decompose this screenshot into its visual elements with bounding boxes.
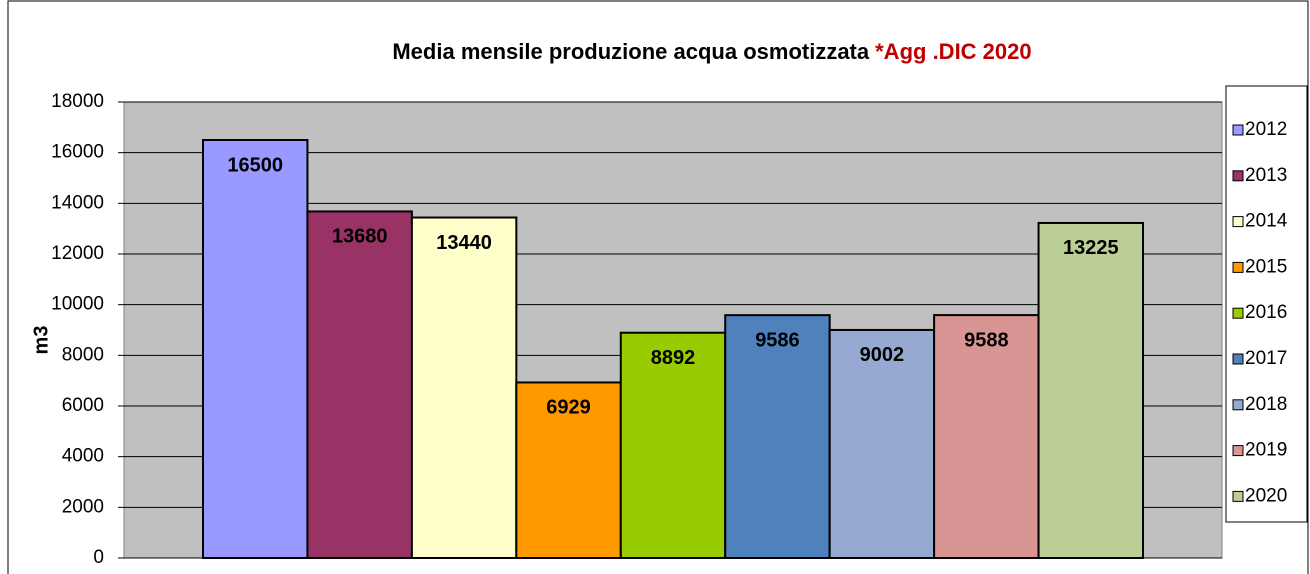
- title-main: Media mensile produzione acqua osmotizza…: [392, 39, 870, 64]
- bar: [306, 210, 413, 559]
- legend-label: 2016: [1245, 302, 1287, 323]
- legend-swatch: [1232, 445, 1244, 457]
- data-label: 13440: [436, 232, 492, 254]
- y-tick-label: 4000: [62, 446, 104, 467]
- legend-label: 2012: [1245, 119, 1287, 140]
- data-label: 13680: [332, 226, 388, 248]
- legend-swatch: [1232, 353, 1244, 365]
- legend-swatch: [1232, 170, 1244, 182]
- y-tick-label: 8000: [62, 344, 104, 365]
- legend-swatch: [1232, 261, 1244, 273]
- legend-swatch: [1232, 216, 1244, 228]
- legend-label: 2018: [1245, 394, 1287, 415]
- legend-swatch: [1232, 490, 1244, 502]
- legend-swatch: [1232, 399, 1244, 411]
- y-tick-label: 12000: [51, 243, 104, 264]
- legend-label: 2013: [1245, 165, 1287, 186]
- y-tick-label: 0: [93, 547, 104, 568]
- chart-title: Media mensile produzione acqua osmotizza…: [392, 39, 1031, 64]
- y-tick-label: 2000: [62, 496, 104, 517]
- data-label: 9002: [860, 344, 905, 366]
- legend-label: 2019: [1245, 440, 1287, 461]
- y-tick-label: 10000: [51, 294, 104, 315]
- data-label: 9586: [755, 329, 800, 351]
- legend-swatch: [1232, 307, 1244, 319]
- bar: [1037, 221, 1144, 559]
- y-tick-label: 16000: [51, 142, 104, 163]
- legend-swatch: [1232, 124, 1244, 136]
- data-label: 6929: [546, 397, 591, 419]
- title-note: *Agg .DIC 2020: [875, 39, 1032, 64]
- data-label: 9588: [964, 329, 1009, 351]
- data-label: 13225: [1063, 237, 1119, 259]
- y-tick-label: 6000: [62, 395, 104, 416]
- legend-label: 2015: [1245, 256, 1287, 277]
- bar: [933, 314, 1040, 559]
- bar: [515, 381, 622, 559]
- legend-label: 2020: [1245, 485, 1287, 506]
- bar: [828, 328, 936, 559]
- y-axis-label: m3: [30, 326, 52, 355]
- y-tick-label: 14000: [51, 192, 104, 213]
- bar: [410, 216, 518, 560]
- bar: [724, 314, 831, 559]
- bar: [619, 331, 727, 559]
- y-tick-label: 18000: [51, 91, 104, 112]
- data-label: 16500: [227, 154, 283, 176]
- legend-label: 2014: [1245, 211, 1288, 232]
- data-label: 8892: [651, 347, 696, 369]
- bar: [202, 139, 309, 559]
- legend-label: 2017: [1245, 348, 1287, 369]
